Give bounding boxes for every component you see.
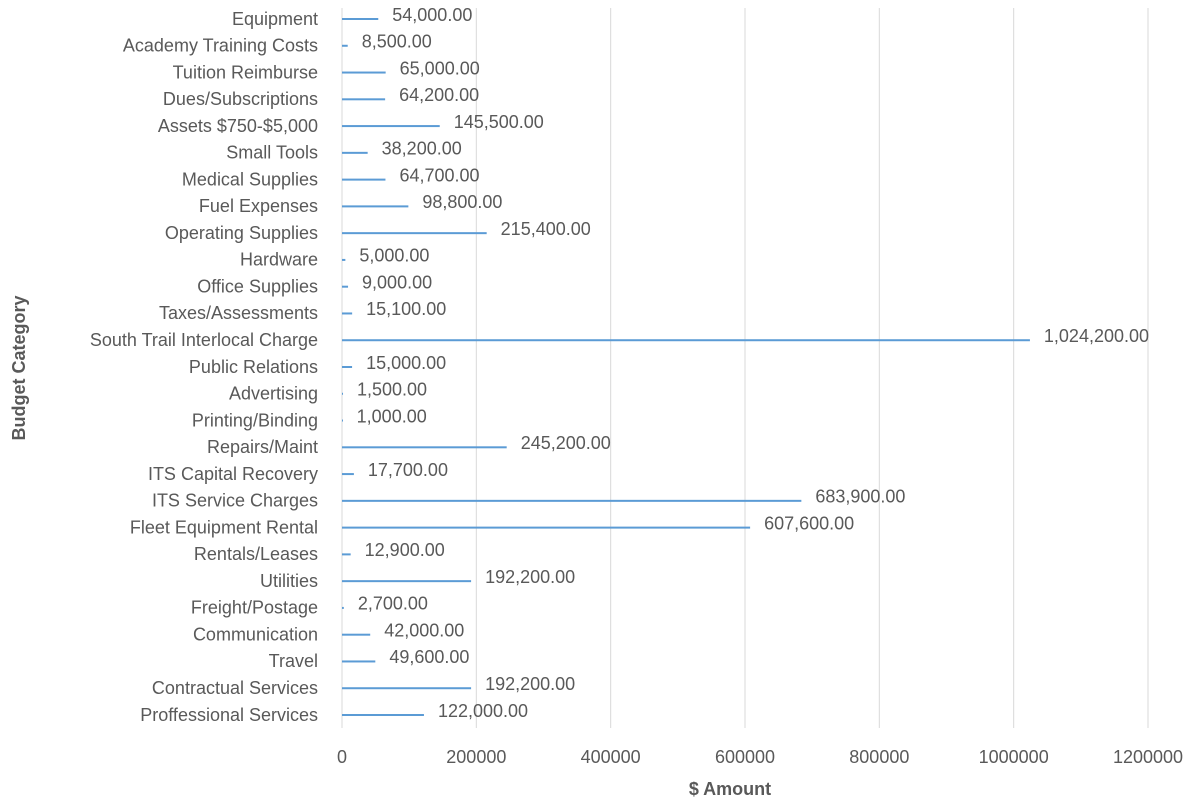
x-tick-label: 600000 xyxy=(715,747,775,767)
x-tick-label: 400000 xyxy=(581,747,641,767)
x-tick-label: 0 xyxy=(337,747,347,767)
data-label: 122,000.00 xyxy=(438,701,528,721)
data-label: 64,700.00 xyxy=(399,165,479,185)
y-tick-label: Printing/Binding xyxy=(192,410,318,430)
bar xyxy=(342,339,1030,342)
y-tick-label: South Trail Interlocal Charge xyxy=(90,330,318,350)
data-label: 192,200.00 xyxy=(485,567,575,587)
y-tick-label: Assets $750-$5,000 xyxy=(158,116,318,136)
data-label: 49,600.00 xyxy=(389,647,469,667)
y-tick-label: Medical Supplies xyxy=(182,169,318,189)
y-tick-label: Travel xyxy=(269,651,318,671)
y-tick-label: Rentals/Leases xyxy=(194,544,318,564)
data-label: 98,800.00 xyxy=(422,192,502,212)
bar xyxy=(342,633,371,636)
x-axis-title: $ Amount xyxy=(689,779,771,799)
bar xyxy=(342,312,353,315)
bar xyxy=(342,392,344,395)
bar xyxy=(342,151,368,154)
bar xyxy=(342,285,349,288)
data-label: 54,000.00 xyxy=(392,5,472,25)
bar xyxy=(342,526,751,529)
bar xyxy=(342,446,507,449)
bar xyxy=(342,660,376,663)
data-label: 1,500.00 xyxy=(357,380,427,400)
bar xyxy=(342,366,353,368)
data-label: 9,000.00 xyxy=(362,272,432,292)
data-label: 8,500.00 xyxy=(362,32,432,52)
bar xyxy=(342,606,344,609)
data-label: 215,400.00 xyxy=(501,219,591,239)
bar xyxy=(342,44,348,47)
data-label: 192,200.00 xyxy=(485,674,575,694)
y-tick-label: Advertising xyxy=(229,384,318,404)
data-label: 145,500.00 xyxy=(454,112,544,132)
y-tick-label: Utilities xyxy=(260,571,318,591)
y-tick-label: Office Supplies xyxy=(197,276,318,296)
x-tick-label: 1200000 xyxy=(1113,747,1183,767)
y-tick-label: Small Tools xyxy=(226,143,318,163)
y-tick-label: Fleet Equipment Rental xyxy=(130,517,318,537)
data-label: 5,000.00 xyxy=(359,246,429,266)
data-label: 1,000.00 xyxy=(357,406,427,426)
data-label: 683,900.00 xyxy=(815,487,905,507)
y-tick-label: Hardware xyxy=(240,250,318,270)
y-axis-title: Budget Category xyxy=(9,295,29,440)
data-label: 15,100.00 xyxy=(366,299,446,319)
y-tick-label: Proffessional Services xyxy=(140,705,318,725)
data-label: 607,600.00 xyxy=(764,513,854,533)
bar xyxy=(342,499,802,502)
data-label: 64,200.00 xyxy=(399,85,479,105)
x-tick-label: 200000 xyxy=(446,747,506,767)
data-label: 42,000.00 xyxy=(384,620,464,640)
y-tick-label: Freight/Postage xyxy=(191,598,318,618)
data-label: 65,000.00 xyxy=(400,58,480,78)
bar xyxy=(342,178,386,181)
y-tick-label: ITS Service Charges xyxy=(152,491,318,511)
bar xyxy=(342,473,354,476)
y-tick-label: Communication xyxy=(193,624,318,644)
y-tick-label: Dues/Subscriptions xyxy=(163,89,318,109)
y-tick-label: Operating Supplies xyxy=(165,223,318,243)
bar xyxy=(342,125,440,128)
x-tick-label: 800000 xyxy=(849,747,909,767)
bar xyxy=(342,553,351,556)
bar xyxy=(342,258,346,261)
bar xyxy=(342,18,379,20)
data-label: 245,200.00 xyxy=(521,433,611,453)
data-label: 1,024,200.00 xyxy=(1044,326,1149,346)
bar xyxy=(342,419,343,422)
y-tick-label: Equipment xyxy=(232,9,318,29)
y-tick-label: Academy Training Costs xyxy=(123,36,318,56)
y-tick-label: Tuition Reimburse xyxy=(173,62,318,82)
data-label: 17,700.00 xyxy=(368,460,448,480)
bar xyxy=(342,98,386,101)
y-tick-label: Fuel Expenses xyxy=(199,196,318,216)
bar xyxy=(342,687,472,690)
bar xyxy=(342,205,409,208)
data-label: 2,700.00 xyxy=(358,594,428,614)
y-tick-label: Public Relations xyxy=(189,357,318,377)
y-tick-label: ITS Capital Recovery xyxy=(148,464,318,484)
y-tick-label: Contractual Services xyxy=(152,678,318,698)
y-tick-label: Taxes/Assessments xyxy=(159,303,318,323)
x-tick-label: 1000000 xyxy=(979,747,1049,767)
bar xyxy=(342,714,424,716)
bar xyxy=(342,232,487,235)
bar xyxy=(342,580,472,583)
data-label: 15,000.00 xyxy=(366,353,446,373)
data-label: 12,900.00 xyxy=(365,540,445,560)
data-label: 38,200.00 xyxy=(382,139,462,159)
bar xyxy=(342,71,386,74)
y-tick-label: Repairs/Maint xyxy=(207,437,318,457)
